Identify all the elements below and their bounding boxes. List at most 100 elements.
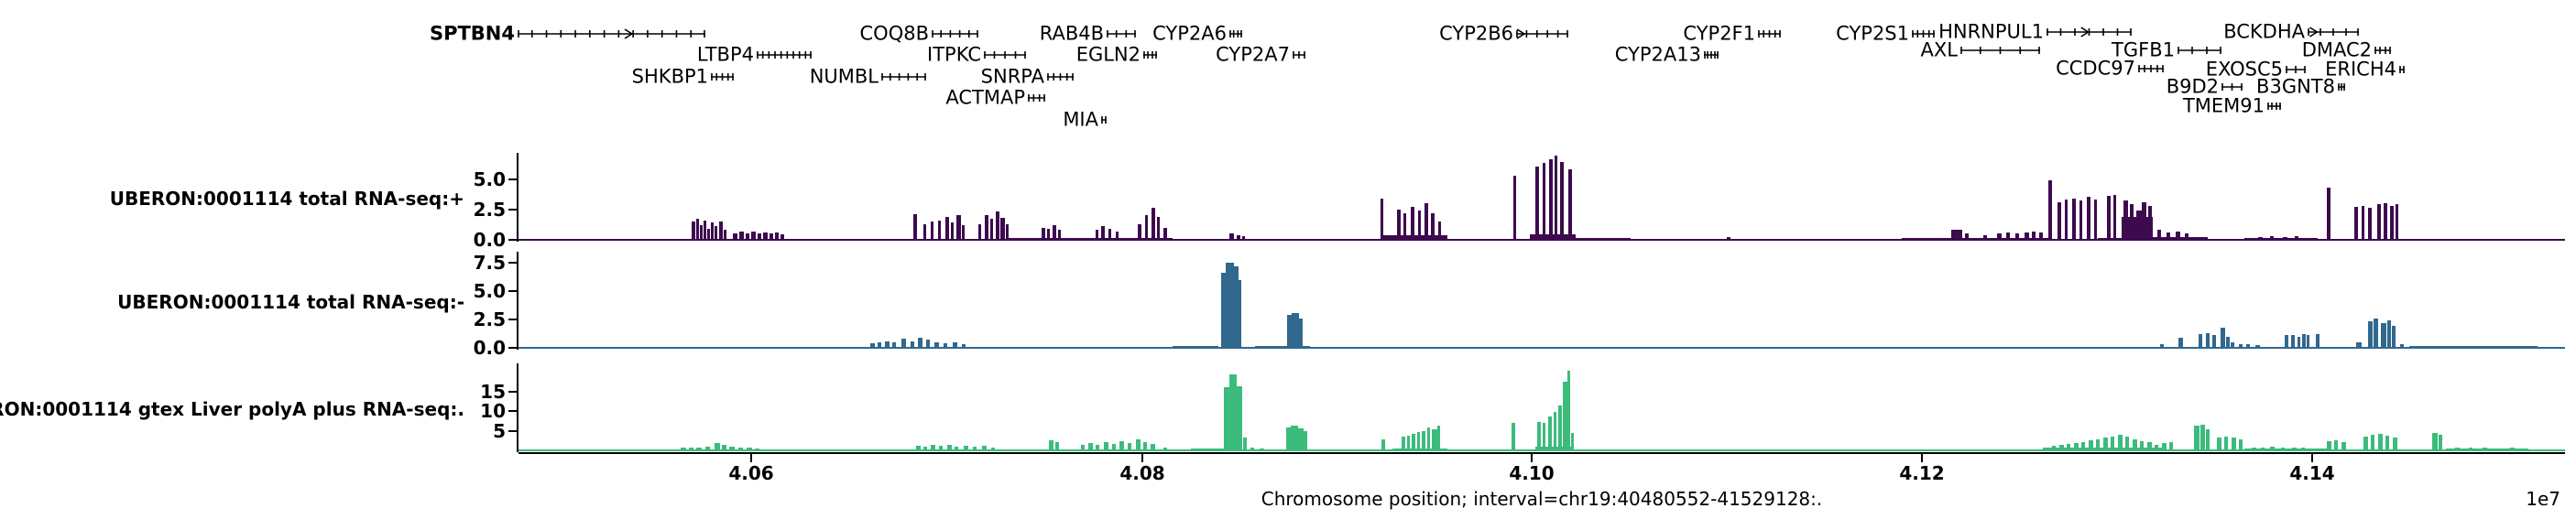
signal-bar xyxy=(1417,432,1420,450)
signal-bar xyxy=(1438,222,1441,240)
signal-bar xyxy=(1412,433,1415,450)
gene-label: B3GNT8 xyxy=(2256,75,2335,98)
y-tick xyxy=(508,410,517,412)
signal-noise xyxy=(2244,238,2318,240)
x-tick xyxy=(2311,454,2313,462)
signal-bar xyxy=(2111,436,2114,450)
signal-bar xyxy=(1229,233,1234,240)
signal-bar xyxy=(2252,447,2256,450)
signal-bar xyxy=(2374,318,2378,348)
signal-bar xyxy=(1143,441,1147,450)
signal-bar xyxy=(1229,374,1237,450)
gene-model-glyph xyxy=(518,28,705,39)
signal-bar xyxy=(722,444,726,450)
signal-bar xyxy=(1571,432,1574,450)
signal-bar xyxy=(2130,204,2134,240)
signal-bar xyxy=(1047,229,1050,240)
y-axis-spine xyxy=(517,363,518,452)
signal-bar xyxy=(1163,227,1167,240)
y-tick xyxy=(508,347,517,349)
signal-bar xyxy=(2483,447,2487,450)
gene-model-glyph xyxy=(1101,116,1107,124)
signal-bar xyxy=(711,222,714,240)
signal-bar xyxy=(938,220,941,240)
signal-bar xyxy=(1381,198,1383,240)
signal-bar xyxy=(729,446,735,450)
gene-model-glyph xyxy=(2374,47,2391,54)
gene-model xyxy=(984,48,1026,62)
y-tick-label: 0.0 xyxy=(473,229,506,251)
signal-bar xyxy=(2081,441,2085,450)
gene-model xyxy=(757,48,812,62)
signal-bar xyxy=(2270,236,2274,240)
gene-label: CYP2A13 xyxy=(1614,43,1701,66)
signal-bar xyxy=(878,341,881,348)
gene-label: CYP2A7 xyxy=(1216,43,1290,66)
gene-model-glyph xyxy=(1516,28,1568,39)
signal-bar xyxy=(1543,163,1545,240)
signal-bar xyxy=(1116,231,1119,240)
gene-model xyxy=(1143,48,1157,62)
signal-bar xyxy=(1563,381,1567,450)
track-baseline xyxy=(518,449,2565,451)
signal-bar xyxy=(2160,344,2164,348)
signal-bar xyxy=(1437,426,1440,450)
signal-bar xyxy=(2123,200,2128,240)
signal-bar xyxy=(2354,207,2358,240)
signal-bar xyxy=(2072,198,2076,240)
signal-bar xyxy=(704,220,706,240)
signal-bar xyxy=(2316,333,2319,348)
signal-bar xyxy=(2295,236,2298,240)
signal-bar xyxy=(939,446,943,450)
signal-bar xyxy=(2232,437,2236,450)
signal-bar xyxy=(2136,211,2142,240)
signal-noise xyxy=(1576,238,1631,240)
signal-bar xyxy=(2142,201,2146,240)
track-title: UBERON:0001114 total RNA-seq:+ xyxy=(109,188,464,210)
signal-bar xyxy=(955,446,958,450)
signal-bar xyxy=(1239,279,1241,348)
signal-bar xyxy=(1549,159,1553,240)
signal-bar xyxy=(2147,442,2152,450)
y-tick-label: 15 xyxy=(480,380,506,403)
gene-model xyxy=(2047,25,2132,39)
signal-bar xyxy=(1965,233,1969,240)
signal-bar xyxy=(2212,335,2216,348)
signal-bar xyxy=(1407,435,1410,450)
y-tick-label: 7.5 xyxy=(473,252,506,274)
gene-model-glyph xyxy=(1028,94,1045,102)
signal-bar xyxy=(2327,187,2330,240)
gene-label: DMAC2 xyxy=(2301,38,2372,61)
signal-bar xyxy=(892,341,896,348)
signal-bar xyxy=(707,229,710,240)
signal-bar xyxy=(1053,225,1056,240)
signal-bar xyxy=(2396,204,2398,240)
signal-bar xyxy=(1567,370,1570,450)
gene-model-glyph xyxy=(932,30,978,38)
signal-bar xyxy=(2133,438,2137,450)
gene-model xyxy=(2221,80,2243,94)
signal-bar xyxy=(1104,441,1108,450)
signal-bar xyxy=(2455,447,2460,450)
gene-model xyxy=(1912,27,1935,41)
gene-model xyxy=(2399,62,2405,77)
signal-bar xyxy=(2302,334,2306,348)
signal-bar xyxy=(733,232,737,240)
signal-bar xyxy=(923,446,927,450)
signal-bar xyxy=(2089,439,2093,450)
signal-noise xyxy=(1902,237,2048,240)
gene-label: ERICH4 xyxy=(2325,58,2396,81)
signal-bar xyxy=(715,226,717,240)
signal-bar xyxy=(2067,444,2070,450)
signal-bar xyxy=(1243,438,1247,450)
gene-model-glyph xyxy=(1758,30,1781,38)
signal-bar xyxy=(2390,205,2394,240)
signal-bar xyxy=(780,234,784,240)
track-title: UBERON:0001114 gtex Liver polyA plus RNA… xyxy=(0,398,464,420)
y-tick-label: 10 xyxy=(480,400,506,422)
signal-bar xyxy=(2384,203,2387,240)
gene-model-glyph xyxy=(2221,83,2243,91)
gene-model-glyph xyxy=(1912,30,1935,38)
signal-bar xyxy=(911,341,914,348)
signal-bar xyxy=(1234,265,1239,348)
